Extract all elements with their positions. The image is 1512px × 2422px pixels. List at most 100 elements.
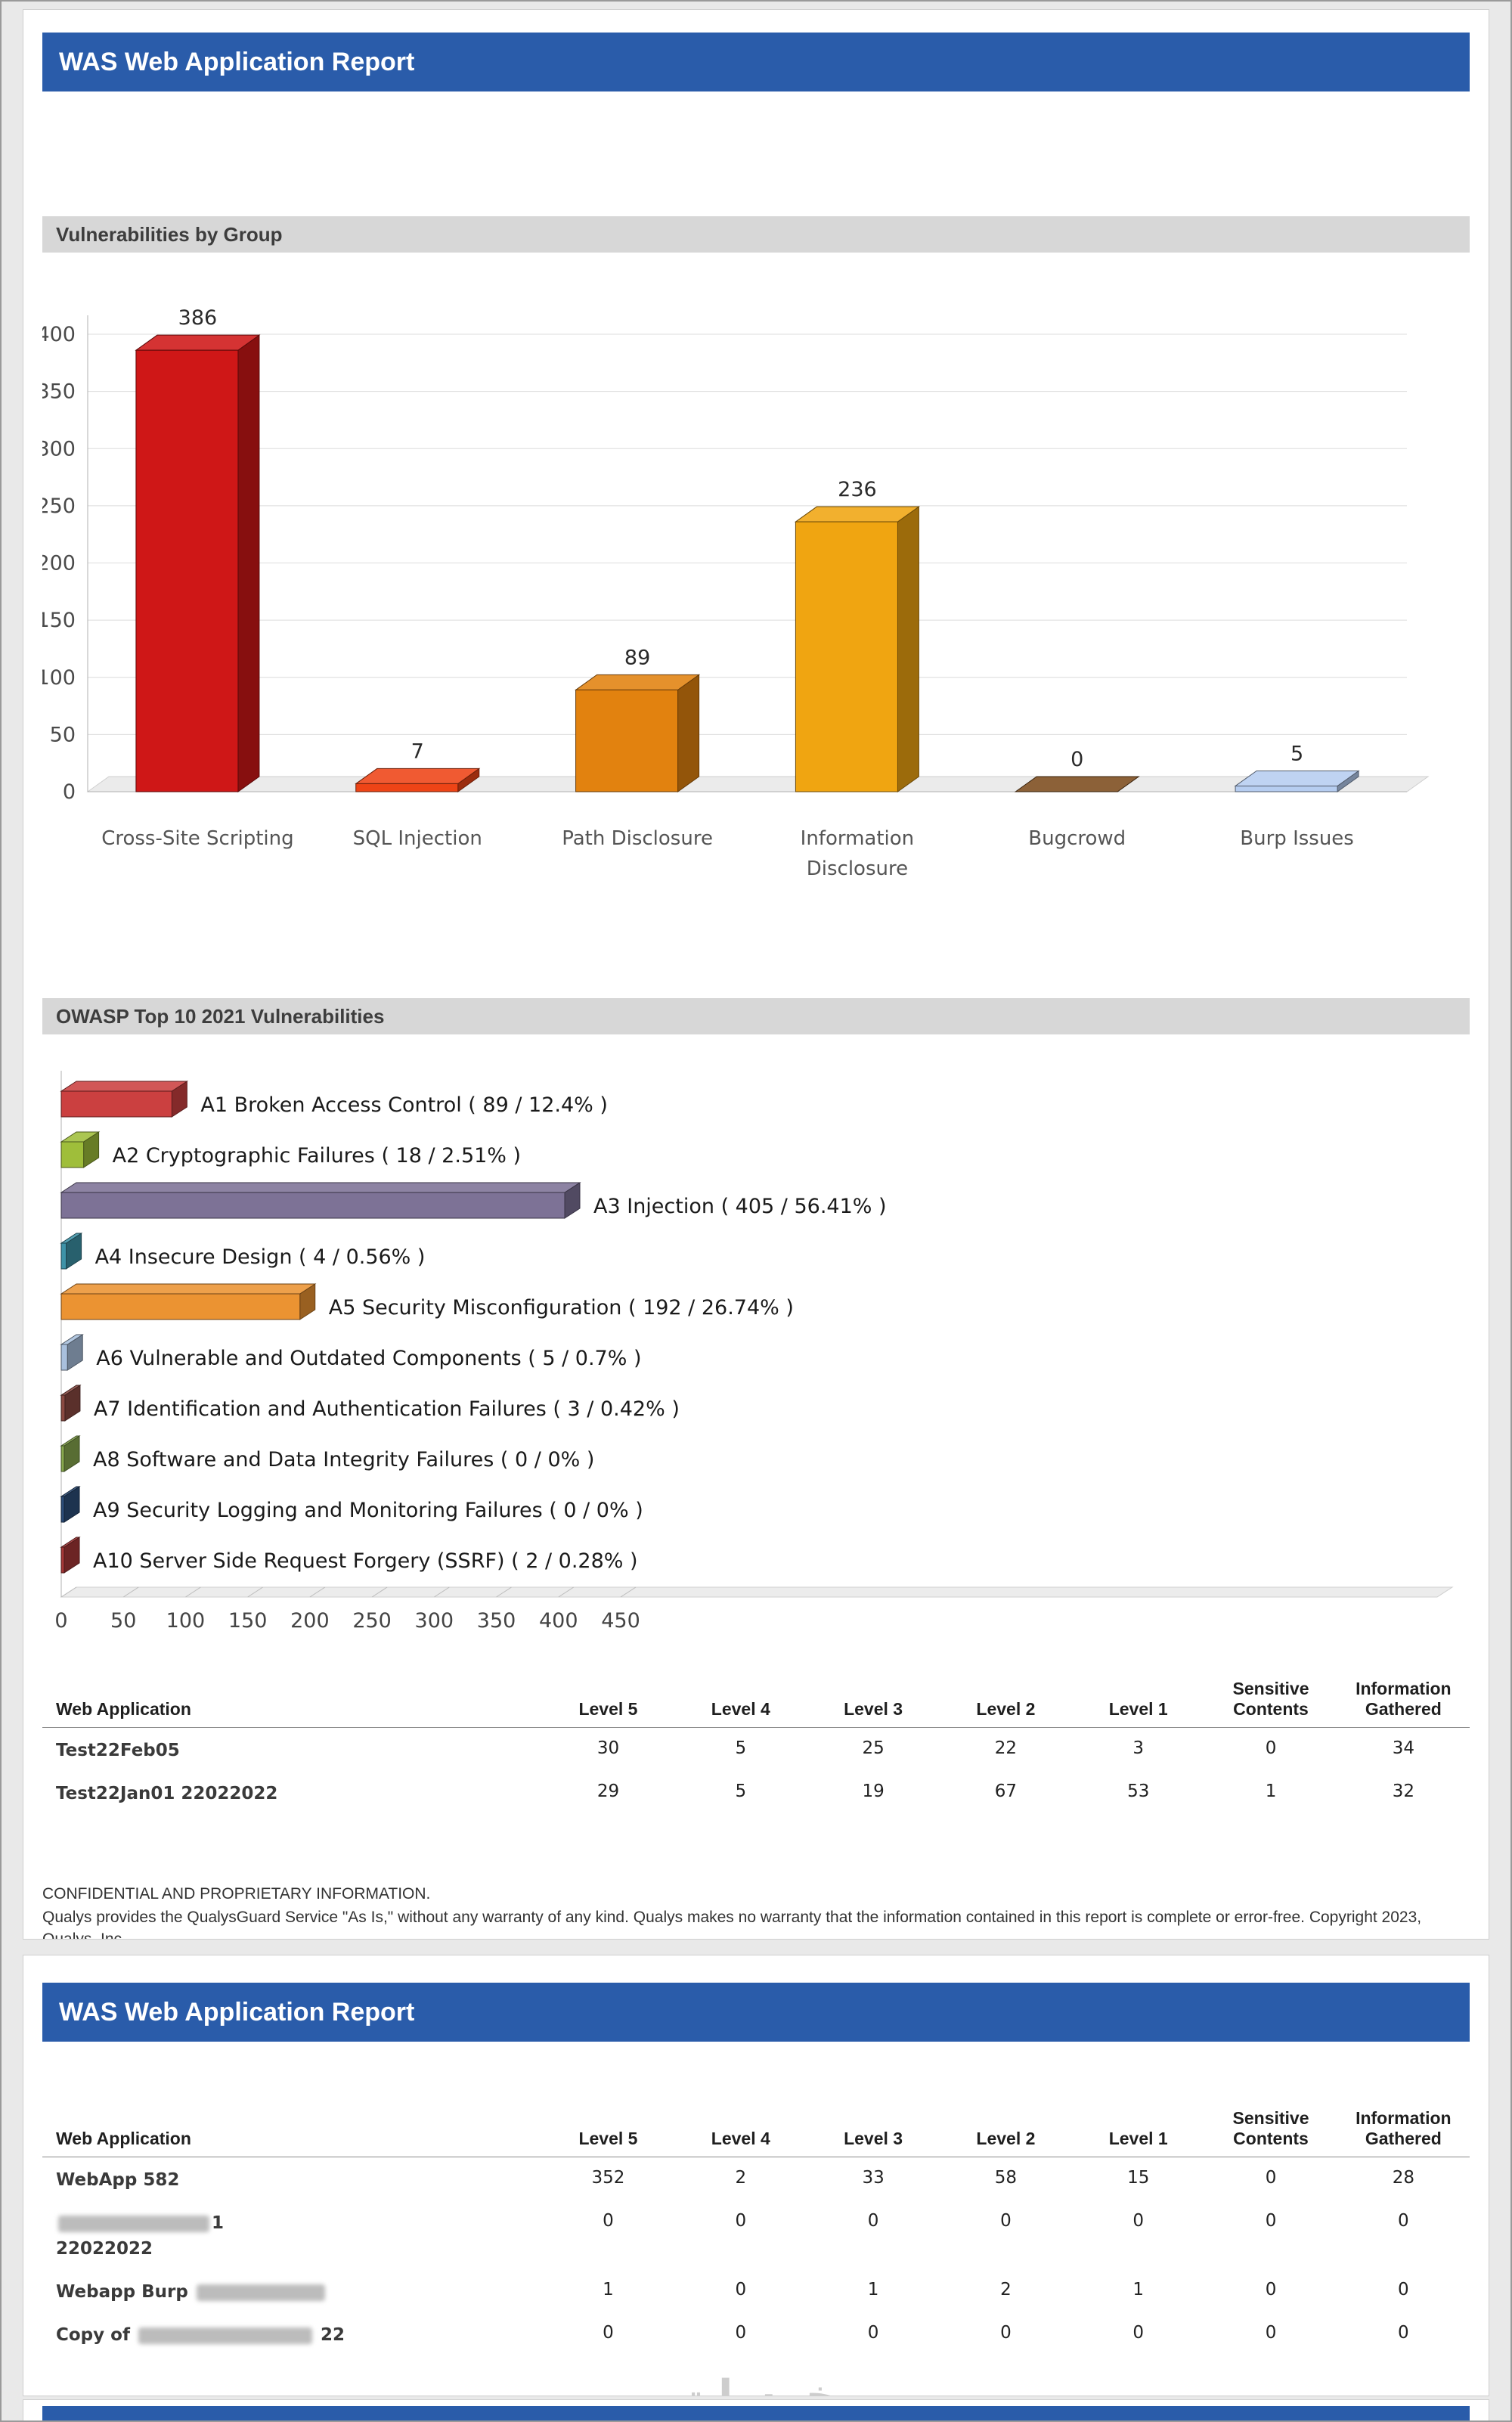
- svg-text:236: 236: [838, 478, 877, 501]
- value-cell: 0: [867, 2323, 879, 2343]
- svg-text:200: 200: [290, 1609, 330, 1633]
- confidential-notice: CONFIDENTIAL AND PROPRIETARY INFORMATION…: [42, 1883, 1470, 1939]
- web-application-summary-table-1: Web Application Level 5 Level 4 Level 3 Leve…: [42, 1673, 1470, 1815]
- vulnerabilities-by-group-chart: 050100150200250300350400386Cross-Site Sc…: [42, 306, 1430, 880]
- redacted-text: [58, 2215, 209, 2232]
- value-cell: 1: [1132, 2280, 1145, 2300]
- column-header: Level 5: [541, 1673, 675, 1728]
- value-cell: 67: [994, 1782, 1018, 1802]
- value-cell: 53: [1127, 1782, 1150, 1802]
- table-row: Test22Feb05 30 5 25 22 3 0 34: [42, 1728, 1470, 1772]
- svg-text:Bugcrowd: Bugcrowd: [1028, 827, 1126, 850]
- report-header: WAS Web Application Report: [42, 1983, 1470, 2042]
- svg-text:386: 386: [178, 306, 218, 330]
- summary-table: Web Application Level 5 Level 4 Level 3 Leve…: [42, 1673, 1470, 1815]
- svg-text:300: 300: [42, 437, 76, 461]
- value-cell: 5: [735, 1782, 747, 1802]
- column-header: Sensitive Contents: [1204, 2102, 1337, 2157]
- value-cell: 0: [1000, 2323, 1012, 2343]
- value-cell: 25: [862, 1738, 885, 1758]
- value-cell: 0: [1398, 2323, 1409, 2343]
- web-application-name: Test22Jan01 22022022: [42, 1771, 542, 1814]
- svg-text:400: 400: [42, 323, 76, 346]
- value-cell: 0: [1265, 2211, 1277, 2231]
- bar-path-disclosure: 89: [575, 646, 701, 792]
- value-cell: 0: [603, 2323, 614, 2343]
- table-row: 1 22022022 0 0 0 0 0 0 0: [42, 2200, 1470, 2269]
- svg-text:Burp Issues: Burp Issues: [1240, 827, 1354, 850]
- column-header: Level 4: [674, 2102, 807, 2157]
- svg-text:300: 300: [415, 1609, 454, 1633]
- svg-text:0: 0: [54, 1609, 67, 1633]
- svg-text:150: 150: [42, 609, 76, 632]
- bar-cross-site-scripting: 386: [135, 306, 261, 792]
- svg-text:150: 150: [228, 1609, 268, 1633]
- svg-text:7: 7: [411, 740, 424, 763]
- column-header: Web Application: [42, 1673, 542, 1728]
- svg-text:89: 89: [624, 646, 650, 669]
- bar-bugcrowd: 0: [1014, 748, 1140, 792]
- bar-a10-server-side-request-forgery: A10 Server Side Request Forgery (SSRF) (…: [60, 1537, 638, 1574]
- svg-text:Cross-Site Scripting: Cross-Site Scripting: [101, 827, 293, 850]
- column-header: Level 3: [807, 2102, 940, 2157]
- svg-text:A1 Broken Access Control ( 89: A1 Broken Access Control ( 89 / 12.4% ): [200, 1093, 608, 1117]
- next-page-header-stub: [42, 2406, 1470, 2420]
- value-cell: 1: [867, 2280, 879, 2300]
- web-application-name: Webapp Burp: [42, 2269, 542, 2312]
- column-header: Level 5: [541, 2102, 675, 2157]
- column-header: Level 1: [1072, 2102, 1205, 2157]
- value-cell: 28: [1392, 2168, 1414, 2188]
- svg-text:50: 50: [50, 723, 76, 746]
- value-cell: 0: [1000, 2211, 1012, 2231]
- svg-text:0: 0: [63, 780, 76, 804]
- column-header: Information Gathered: [1337, 2102, 1470, 2157]
- section-vulnerabilities-by-group: Vulnerabilities by Group: [42, 216, 1470, 253]
- value-cell: 30: [596, 1738, 620, 1758]
- redacted-text: [196, 2284, 325, 2301]
- column-header: Level 2: [939, 1673, 1073, 1728]
- svg-text:350: 350: [42, 380, 76, 404]
- value-cell: 33: [862, 2168, 885, 2188]
- web-application-name: 1 22022022: [42, 2200, 542, 2269]
- table-row: Copy of 22 0 0 0 0 0 0 0: [42, 2312, 1470, 2355]
- svg-text:200: 200: [42, 552, 76, 575]
- bar-a4-insecure-design: A4 Insecure Design ( 4 / 0.56% ): [60, 1233, 426, 1270]
- name-text: Webapp Burp: [56, 2282, 194, 2303]
- value-cell: 0: [735, 2280, 747, 2300]
- svg-text:5: 5: [1290, 742, 1303, 765]
- value-cell: 34: [1392, 1738, 1414, 1758]
- value-cell: 32: [1392, 1782, 1414, 1802]
- svg-text:A4 Insecure Design ( 4 / 0.56%: A4 Insecure Design ( 4 / 0.56% ): [95, 1245, 426, 1269]
- svg-text:50: 50: [110, 1609, 136, 1633]
- bar-sql-injection: 7: [355, 740, 481, 792]
- column-header: Information Gathered: [1337, 1673, 1470, 1728]
- svg-text:400: 400: [539, 1609, 578, 1633]
- redacted-text: [138, 2327, 312, 2344]
- report-page-1: WAS Web Application Report Vulnerabiliti…: [23, 9, 1489, 1940]
- bar-a5-security-misconfiguration: A5 Security Misconfiguration ( 192 / 26.…: [60, 1283, 794, 1320]
- report-page-3-stub: [23, 2399, 1489, 2420]
- table-header-row: Web Application Level 5 Level 4 Level 3 Leve…: [42, 2102, 1470, 2157]
- value-cell: 15: [1127, 2168, 1150, 2188]
- column-header: Web Application: [42, 2102, 542, 2157]
- name-text: Test22Jan01 22022022: [56, 1784, 278, 1804]
- column-header: Level 1: [1072, 1673, 1205, 1728]
- bar-a6-vulnerable-and-outdated-components: A6 Vulnerable and Outdated Components ( …: [60, 1334, 642, 1371]
- value-cell: 0: [1132, 2211, 1145, 2231]
- value-cell: 3: [1132, 1738, 1145, 1758]
- svg-text:A2 Cryptographic Failures ( 18: A2 Cryptographic Failures ( 18 / 2.51% ): [113, 1144, 521, 1168]
- value-cell: 0: [1398, 2211, 1409, 2231]
- svg-text:A7 Identification and Authenti: A7 Identification and Authentication Fai…: [94, 1397, 680, 1421]
- svg-text:Information: Information: [801, 827, 915, 850]
- name-text: 22022022: [56, 2238, 153, 2259]
- web-application-name: WebApp 582: [42, 2157, 542, 2201]
- svg-text:SQL Injection: SQL Injection: [353, 827, 482, 850]
- value-cell: 0: [1265, 1738, 1277, 1758]
- svg-text:350: 350: [477, 1609, 516, 1633]
- svg-text:450: 450: [601, 1609, 640, 1633]
- svg-text:A3 Injection ( 405 / 56.41% ): A3 Injection ( 405 / 56.41% ): [593, 1195, 887, 1218]
- svg-text:Path Disclosure: Path Disclosure: [562, 827, 713, 850]
- column-header: Level 3: [807, 1673, 940, 1728]
- table-row: Webapp Burp 1 0 1 2 1 0 0: [42, 2269, 1470, 2312]
